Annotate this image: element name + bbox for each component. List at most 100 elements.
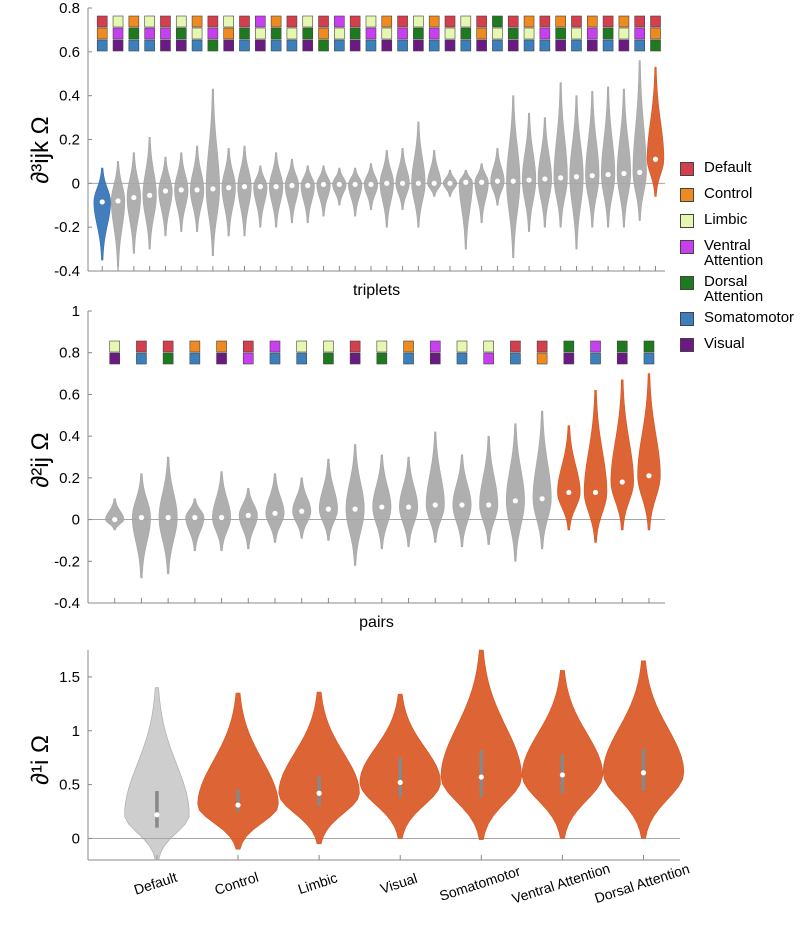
violin [300, 165, 315, 224]
network-marker [523, 27, 535, 40]
violin [292, 477, 312, 539]
network-marker [616, 352, 628, 365]
y-tick-label: 0.8 [59, 0, 80, 17]
legend-swatch [680, 338, 694, 352]
violin [569, 95, 584, 250]
median-marker [257, 184, 263, 190]
violin [126, 152, 141, 254]
network-marker [286, 39, 298, 52]
legend-swatch [680, 188, 694, 202]
median-marker [218, 514, 225, 521]
network-marker [650, 39, 661, 52]
network-marker [413, 27, 424, 40]
violin [278, 691, 360, 845]
y-tick-label: 0.2 [59, 132, 80, 149]
network-marker [523, 39, 535, 52]
violin [616, 88, 631, 228]
legend-item: Somatomotor [680, 310, 809, 336]
network-marker [602, 27, 614, 40]
network-marker [191, 27, 203, 40]
median-marker [325, 506, 332, 512]
network-marker [302, 39, 314, 52]
network-marker [643, 352, 655, 365]
network-marker [476, 39, 487, 52]
network-marker [136, 352, 147, 365]
y-tick-label: 1.5 [59, 669, 80, 686]
network-marker [586, 27, 598, 40]
y-tick-label: 0 [72, 830, 80, 847]
network-marker [381, 27, 393, 40]
network-marker [483, 340, 494, 353]
network-marker [242, 340, 254, 353]
y-tick-label: 0.6 [59, 386, 80, 403]
legend-label: Limbic [704, 211, 748, 228]
legend-item: Limbic [680, 212, 809, 238]
network-marker [239, 15, 250, 28]
network-marker [318, 39, 329, 52]
violin [553, 82, 568, 228]
x-category-label: Limbic [296, 869, 339, 897]
median-marker [99, 199, 105, 205]
network-marker [349, 39, 361, 52]
network-marker [476, 15, 487, 28]
network-marker [96, 15, 108, 28]
network-marker [539, 15, 551, 28]
median-marker [289, 182, 295, 189]
violin [238, 487, 258, 550]
violin [124, 687, 190, 861]
network-marker [270, 39, 282, 52]
median-marker [566, 489, 572, 496]
legend-swatch [680, 240, 694, 254]
median-marker [415, 180, 421, 186]
violin [479, 435, 499, 545]
median-marker [235, 802, 241, 808]
median-marker [592, 489, 599, 496]
violin [646, 66, 665, 197]
network-marker [586, 39, 598, 52]
median-marker [352, 506, 358, 512]
network-marker [160, 39, 171, 52]
network-marker [160, 27, 171, 40]
violin [265, 473, 285, 543]
violin [205, 88, 220, 256]
median-marker [479, 179, 485, 185]
network-marker [563, 340, 575, 353]
violin [632, 60, 647, 221]
median-marker [652, 156, 659, 162]
violin [237, 145, 252, 237]
network-marker [381, 15, 393, 28]
violin [395, 147, 410, 210]
violin [427, 150, 442, 197]
network-marker [255, 39, 266, 52]
legend-label: Control [704, 185, 753, 202]
network-marker [397, 15, 408, 28]
violin [345, 444, 365, 566]
network-marker [510, 352, 521, 365]
y-axis-label: ∂²ij Ω [27, 432, 54, 487]
network-marker [618, 39, 630, 52]
network-marker [175, 15, 187, 28]
violin [425, 431, 445, 543]
network-marker [571, 39, 582, 52]
network-marker [128, 27, 140, 40]
network-marker [555, 27, 566, 40]
network-marker [397, 39, 408, 52]
network-marker [444, 27, 456, 40]
network-marker [616, 340, 628, 353]
median-marker [399, 180, 406, 186]
median-marker [210, 186, 216, 192]
median-marker [526, 177, 532, 183]
median-marker [368, 181, 374, 188]
median-marker [379, 504, 385, 510]
median-marker [432, 502, 438, 508]
median-marker [559, 772, 566, 778]
violin [253, 165, 268, 228]
violin [158, 156, 173, 237]
median-marker [431, 180, 437, 186]
network-marker [223, 27, 234, 40]
median-marker [605, 171, 611, 178]
violin [284, 158, 300, 224]
network-marker [618, 27, 630, 40]
network-marker [456, 352, 468, 365]
network-marker [460, 27, 472, 40]
